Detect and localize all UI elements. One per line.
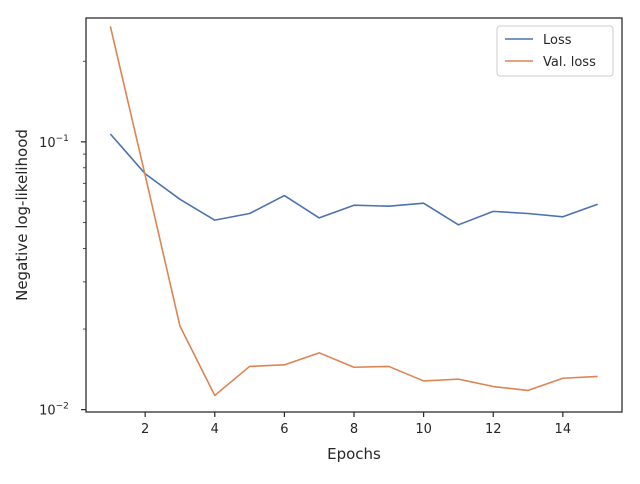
x-tick-label: 14: [555, 422, 572, 437]
series-line-loss: [109, 133, 598, 226]
x-tick-label: 2: [141, 422, 149, 437]
x-tick-label: 4: [211, 422, 219, 437]
x-tick-label: 8: [350, 422, 358, 437]
x-tick-label: 10: [415, 422, 432, 437]
y-axis-label: Negative log-likelihood: [13, 129, 31, 301]
legend-label: Val. loss: [543, 55, 596, 70]
legend-label: Loss: [543, 33, 572, 48]
x-tick-label: 6: [280, 422, 288, 437]
series-line-val-loss: [109, 26, 598, 397]
axis-ticks: 2 4 6 8 10 12 14 10−2 10−1: [39, 60, 572, 437]
legend: Loss Val. loss: [496, 25, 614, 77]
plot-series: [109, 26, 598, 397]
plot-frame: [85, 17, 623, 413]
y-tick-label: 10−1: [39, 134, 69, 151]
x-axis-label: Epochs: [327, 445, 381, 463]
x-tick-label: 12: [485, 422, 502, 437]
y-tick-label: 10−2: [39, 402, 69, 419]
